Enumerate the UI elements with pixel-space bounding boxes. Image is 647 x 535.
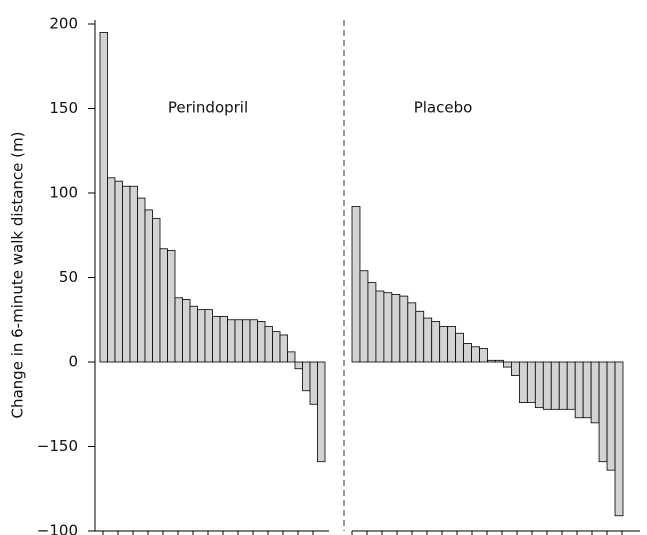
bar [534,361,544,409]
bar [511,361,520,376]
bar [359,270,369,363]
bar [264,326,273,363]
bar [455,332,464,363]
bar [159,248,168,363]
bar [391,293,401,363]
bar [367,282,377,363]
bar [227,319,236,363]
bar [287,351,296,363]
bar [129,185,138,363]
bar [272,331,281,363]
bar [167,250,176,363]
bar [447,326,457,363]
y-tick-label: 100 [49,184,78,202]
bar [439,326,449,363]
bar [471,346,480,363]
bar [383,292,393,363]
bar [423,317,433,363]
group-label: Perindopril [168,99,248,117]
bar [574,361,584,419]
bar [302,361,311,392]
x-axis [95,530,640,535]
bar [399,295,409,363]
bar [495,359,504,363]
bar [204,309,213,363]
bar [566,361,576,410]
bar [598,361,608,463]
bar [137,197,146,363]
bar [189,305,198,363]
bar [582,361,592,419]
bar [317,361,326,463]
bar [197,309,206,363]
bar [294,361,303,370]
bar [375,290,385,363]
bar [219,315,228,363]
y-tick-label: 0 [68,353,78,371]
bar [503,361,512,368]
bar [558,361,568,410]
bar [351,206,361,363]
bar [144,209,153,363]
bar [518,361,528,403]
bar [182,299,191,363]
bar [257,321,266,363]
bar [212,315,221,363]
bar [487,359,496,363]
bar [309,361,318,405]
bar [526,361,536,403]
y-tick-label: −150 [37,437,78,455]
bar [407,302,417,363]
bar [463,343,472,363]
group-label: Placebo [414,99,473,117]
y-tick-label: −100 [37,522,78,535]
bar [249,319,258,363]
bar [606,361,616,471]
y-tick-label: 200 [49,15,78,33]
bar [234,319,243,363]
bar [614,361,624,517]
bar [122,185,131,363]
y-axis-label: Change in 6-minute walk distance (m) [9,132,27,419]
bar [590,361,600,424]
bar [152,217,161,363]
bar [431,321,441,363]
bar [114,180,123,363]
bar [242,319,251,363]
bar [550,361,560,410]
y-tick-label: 150 [49,99,78,117]
bar [415,310,425,363]
bar [99,32,108,363]
y-tick-label: 50 [59,268,78,286]
bar [107,177,116,363]
bar [542,361,552,410]
bar [479,348,488,363]
bar [174,297,183,363]
bar [279,334,288,363]
